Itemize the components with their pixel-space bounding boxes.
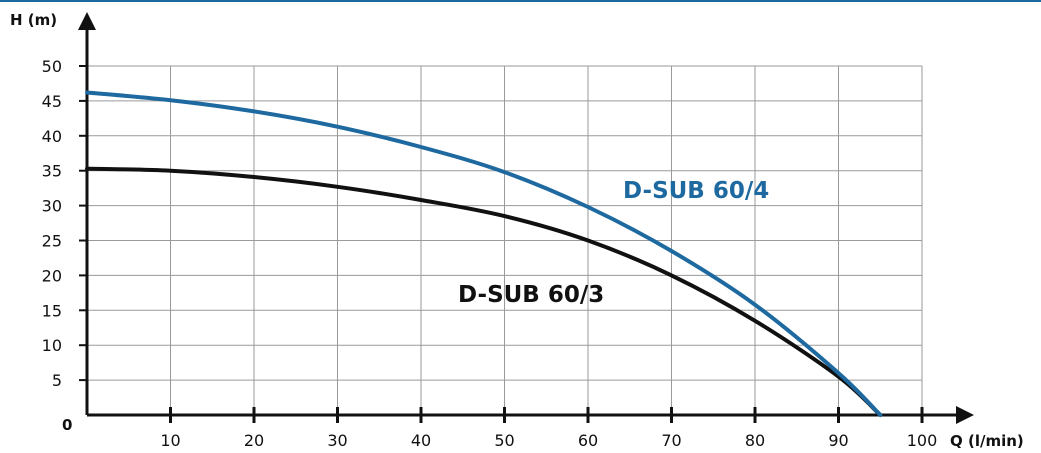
x-tick-label: 40	[411, 431, 431, 450]
y-tick-label: 20	[42, 266, 62, 285]
y-tick-label: 45	[42, 92, 62, 111]
y-tick-label: 40	[42, 127, 62, 146]
x-tick-label: 70	[661, 431, 681, 450]
x-axis-title: Q (l/min)	[950, 432, 1024, 450]
x-tick-label: 20	[244, 431, 264, 450]
series-label-d-sub-60-4: D-SUB 60/4	[623, 178, 769, 204]
x-tick-label: 90	[828, 431, 848, 450]
y-axis-arrow-icon	[78, 12, 96, 30]
top-border-line	[0, 0, 1041, 2]
x-tick-label: 60	[578, 431, 598, 450]
origin-label: 0	[62, 416, 72, 434]
grid	[87, 65, 923, 415]
text-layer: H (m) Q (l/min) 0 D-SUB 60/4 D-SUB 60/3 …	[10, 11, 1024, 450]
x-axis-arrow-icon	[956, 406, 974, 424]
y-tick-label: 15	[42, 301, 62, 320]
y-tick-label: 50	[42, 57, 62, 76]
series-line-d-sub-60-4	[85, 90, 883, 417]
y-tick-label: 35	[42, 162, 62, 181]
series-label-d-sub-60-3: D-SUB 60/3	[458, 282, 604, 308]
series-line-d-sub-60-3	[85, 166, 883, 417]
x-tick-label: 10	[160, 431, 180, 450]
y-tick-label: 25	[42, 232, 62, 251]
y-tick-label: 30	[42, 197, 62, 216]
series-layer	[85, 90, 883, 417]
y-axis-title: H (m)	[10, 11, 57, 29]
x-tick-label: 50	[494, 431, 514, 450]
y-tick-label: 10	[42, 336, 62, 355]
y-tick-label: 5	[52, 371, 62, 390]
axes	[78, 12, 974, 424]
x-tick-label: 100	[907, 431, 938, 450]
x-tick-label: 30	[327, 431, 347, 450]
x-tick-label: 80	[745, 431, 765, 450]
